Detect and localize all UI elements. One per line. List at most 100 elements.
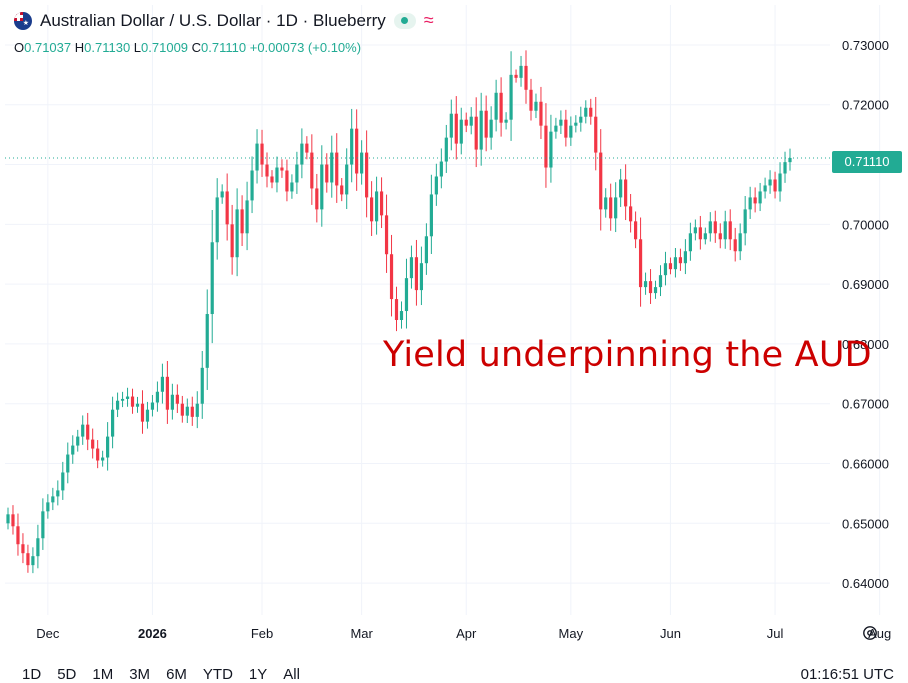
market-open-dot-icon[interactable] xyxy=(393,12,416,29)
candle-body xyxy=(698,227,702,240)
candle-body xyxy=(205,314,209,368)
candle-body xyxy=(235,209,239,258)
candle xyxy=(205,289,209,390)
candle xyxy=(743,195,747,246)
candle-body xyxy=(723,221,727,240)
candle xyxy=(554,117,558,139)
candle xyxy=(330,135,334,198)
candle-body xyxy=(290,182,294,192)
range-all-button[interactable]: All xyxy=(283,666,300,683)
candle-body xyxy=(614,197,618,219)
candle-body xyxy=(504,119,508,123)
candle-body xyxy=(404,278,409,312)
candle-body xyxy=(6,514,10,524)
candle-body xyxy=(763,185,767,192)
candle xyxy=(763,177,767,199)
candle xyxy=(170,383,174,420)
candle-body xyxy=(733,239,737,252)
range-ytd-button[interactable]: YTD xyxy=(202,666,233,683)
candle xyxy=(46,494,50,519)
candle-body xyxy=(180,403,184,416)
candle xyxy=(624,164,628,221)
settings-gear-icon[interactable] xyxy=(861,624,879,642)
candle xyxy=(135,396,140,413)
candle-body xyxy=(419,263,424,291)
candle xyxy=(250,156,254,214)
low-value: 0.71009 xyxy=(141,40,189,55)
candle-body xyxy=(514,74,518,78)
candle xyxy=(210,209,214,344)
candle xyxy=(335,133,339,203)
candle-body xyxy=(66,454,70,473)
range-1d-button[interactable]: 1D xyxy=(22,666,42,683)
candle-body xyxy=(409,257,414,279)
candle-body xyxy=(499,92,503,123)
candle xyxy=(120,391,125,408)
candle xyxy=(723,210,727,249)
candle xyxy=(340,178,344,202)
range-5d-button[interactable]: 5D xyxy=(57,666,77,683)
candle xyxy=(574,115,578,133)
candle-body xyxy=(300,143,304,165)
wave-icon[interactable]: ≈ xyxy=(423,10,434,30)
candle-body xyxy=(175,394,179,404)
candle xyxy=(718,223,722,249)
candle-body xyxy=(673,257,678,270)
candle xyxy=(36,524,40,569)
candle-body xyxy=(165,376,169,410)
candle xyxy=(300,128,304,179)
utc-clock[interactable]: 01:16:51 UTC xyxy=(800,666,894,683)
range-3m-button[interactable]: 3M xyxy=(129,666,151,683)
symbol-title[interactable]: Australian Dollar / U.S. Dollar · 1D · B… xyxy=(40,10,386,30)
candle-body xyxy=(270,176,274,183)
candle xyxy=(115,392,120,418)
candle-body xyxy=(51,496,55,503)
candle xyxy=(643,272,648,295)
candle xyxy=(285,159,289,202)
range-1y-button[interactable]: 1Y xyxy=(248,666,268,683)
range-6m-button[interactable]: 6M xyxy=(166,666,187,683)
candle xyxy=(728,209,732,251)
close-value: 0.71110 xyxy=(201,40,247,55)
candle xyxy=(355,109,359,191)
candle xyxy=(360,140,364,185)
candle xyxy=(614,182,618,233)
price-axis: 0.730000.720000.710000.700000.690000.680… xyxy=(842,38,889,591)
candle-body xyxy=(374,191,379,222)
candle xyxy=(484,95,488,152)
candle-body xyxy=(245,200,249,234)
candle xyxy=(713,210,717,243)
candle xyxy=(71,435,75,464)
candle xyxy=(41,498,45,550)
candle-body xyxy=(91,439,95,449)
candle-body xyxy=(135,403,140,407)
candle-body xyxy=(554,125,558,132)
low-label: L xyxy=(133,40,142,55)
candle-body xyxy=(106,436,110,458)
candle xyxy=(265,152,269,188)
candle-body xyxy=(26,553,30,566)
candle xyxy=(379,177,384,229)
candle xyxy=(280,159,284,178)
candle-body xyxy=(325,164,329,183)
candle-body xyxy=(604,197,608,210)
candle-body xyxy=(524,65,528,90)
high-label: H xyxy=(74,40,85,55)
x-tick-label: Jul xyxy=(767,626,784,641)
candle xyxy=(529,78,533,121)
close-label: C xyxy=(191,40,202,55)
candle xyxy=(165,360,169,424)
candle xyxy=(190,396,194,426)
x-tick-label: 2026 xyxy=(138,626,167,641)
candle-body xyxy=(728,221,732,240)
candle xyxy=(96,440,100,469)
candle-body xyxy=(16,526,20,545)
candle-body xyxy=(125,396,130,399)
open-label: O xyxy=(14,40,25,55)
candle-body xyxy=(693,227,697,234)
candle-body xyxy=(140,403,145,422)
range-1m-button[interactable]: 1M xyxy=(92,666,114,683)
candle-body xyxy=(355,128,359,174)
open-value: 0.71037 xyxy=(24,40,72,55)
